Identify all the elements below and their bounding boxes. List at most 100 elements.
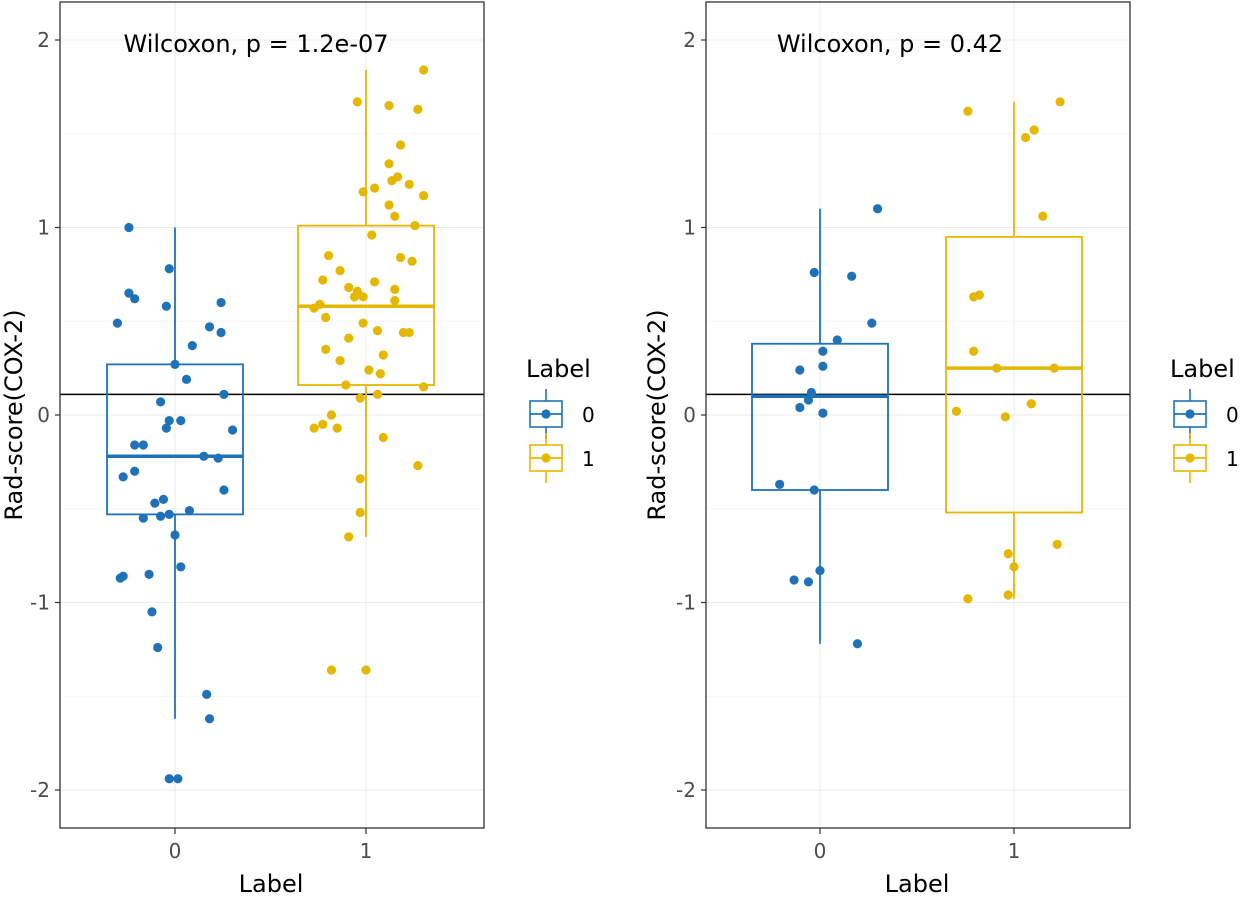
data-point [832,335,842,345]
data-point [419,382,429,392]
data-point [413,461,423,471]
data-point [335,356,345,366]
data-point [963,106,973,116]
data-point [818,361,828,371]
annotation-text: Wilcoxon, p = 0.42 [777,30,1003,58]
data-point [147,607,157,617]
data-point [164,774,174,784]
annotation-text: Wilcoxon, p = 1.2e-07 [123,30,388,58]
data-point [355,474,365,484]
data-point [1026,399,1036,409]
data-point [219,485,229,495]
data-point [352,97,362,107]
data-point [873,204,883,214]
data-point [410,221,420,231]
data-point [332,423,342,433]
data-point [344,532,354,542]
legend-key-1 [1173,433,1207,483]
data-point [407,256,417,266]
data-point [818,408,828,418]
data-point [390,284,400,294]
data-point [115,573,125,583]
data-point [803,577,814,587]
data-point [795,402,805,413]
legend-label-1: 1 [1226,447,1239,471]
data-point [378,432,388,443]
data-point [181,374,192,384]
legend-key-point [1185,453,1195,463]
data-point [413,104,423,114]
data-point [809,267,819,278]
data-point [161,423,171,433]
data-point [361,665,371,675]
data-point [216,327,226,338]
data-point [118,472,128,482]
data-point [204,322,215,332]
data-point [358,187,368,197]
y-tick-label: 2 [683,28,696,52]
data-point [387,176,397,186]
data-point [390,211,400,221]
data-point [852,639,863,649]
data-point [164,509,174,519]
y-tick-label: -1 [30,591,50,615]
data-point [341,380,351,390]
data-point [173,774,183,784]
data-point [124,288,134,298]
data-point [370,183,380,193]
y-tick-label: -2 [30,778,50,802]
data-point [130,440,140,450]
data-point [404,179,414,189]
data-point [170,359,180,369]
data-point [344,333,354,343]
data-point [395,252,406,263]
y-tick-label: -1 [676,591,696,615]
data-point [1038,211,1048,221]
data-point [1009,562,1019,572]
data-point [818,346,828,356]
data-point [1052,539,1062,549]
data-point [395,140,406,150]
data-point [372,389,383,399]
x-tick-label: 1 [1008,839,1021,863]
data-point [1029,125,1039,135]
data-point [951,406,962,416]
data-point [1020,132,1031,143]
y-tick-label: 1 [37,216,50,240]
box-iqr [751,342,889,491]
data-point [323,251,334,261]
data-point [1003,590,1013,600]
data-point [176,562,186,572]
data-point [156,397,166,407]
data-point [321,344,331,354]
data-point [969,346,979,356]
data-point [404,327,414,338]
data-point [216,297,226,308]
data-point [309,423,319,433]
x-tick-label: 0 [169,839,182,863]
data-point [213,453,223,463]
data-point [204,714,215,724]
data-point [150,498,160,508]
data-point [144,569,154,579]
data-point [164,264,174,274]
data-point [219,389,229,399]
data-point [326,410,337,420]
legend-label-0: 0 [582,403,595,427]
data-point [187,341,197,351]
data-point [803,395,814,405]
data-point [138,440,148,450]
data-point [318,419,328,429]
legend-key-point [541,409,551,419]
data-point [390,296,400,306]
data-point [1055,97,1065,107]
legend-key-0 [529,389,563,439]
x-tick-label: 0 [814,839,827,863]
data-point [364,365,374,375]
legend-key-1 [529,433,563,483]
data-point [419,65,429,75]
data-point [184,506,194,516]
data-point [176,416,186,426]
data-point [349,292,360,302]
